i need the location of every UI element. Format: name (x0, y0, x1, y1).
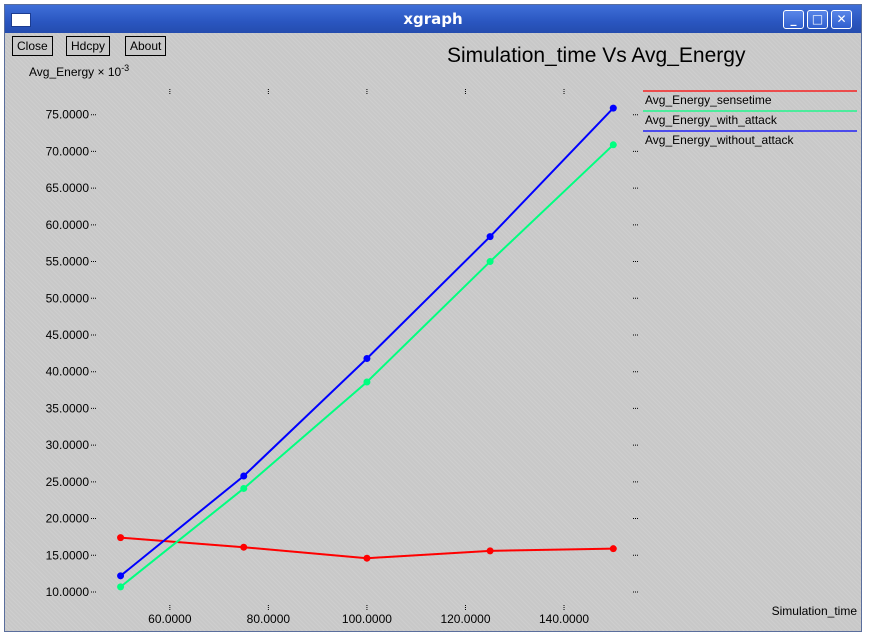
chart-canvas: 10.0000 15.0000 20.0000 25.0000 30.0000 35.00… (46, 89, 858, 626)
y-tick-label: 25.0000 (46, 475, 90, 489)
y-tick-label: 50.0000 (46, 291, 90, 305)
legend-label-1: Avg_Energy_with_attack (645, 113, 778, 127)
y-tick-label: 35.0000 (46, 401, 90, 415)
y-tick-label: 55.0000 (46, 255, 90, 269)
minimize-button[interactable]: _ (783, 10, 804, 29)
x-tick-label: 80.0000 (247, 612, 291, 626)
data-point (117, 534, 125, 542)
series-line-1 (119, 144, 614, 588)
data-point (363, 378, 371, 386)
y-tick-label: 15.0000 (46, 548, 90, 562)
title-bar[interactable]: xgraph _ □ ✕ (5, 5, 861, 33)
maximize-button[interactable]: □ (807, 10, 828, 29)
data-point (240, 543, 248, 551)
y-axis-label-text: Avg_Energy × 10 (29, 65, 122, 79)
series-line-2 (119, 107, 615, 577)
y-tick-label: 60.0000 (46, 218, 90, 232)
legend-label-0: Avg_Energy_sensetime (645, 93, 772, 107)
data-point (486, 547, 494, 555)
data-point (363, 354, 371, 362)
x-tick-label: 140.0000 (539, 612, 589, 626)
data-point (240, 484, 248, 492)
data-point (363, 554, 371, 562)
data-point (609, 104, 617, 112)
window-title: xgraph (403, 10, 463, 28)
y-tick-label: 10.0000 (46, 585, 90, 599)
y-tick-label: 40.0000 (46, 365, 90, 379)
close-window-button[interactable]: ✕ (831, 10, 852, 29)
y-axis-label-exponent: -3 (121, 63, 130, 73)
y-tick-label: 65.0000 (46, 181, 90, 195)
data-point (609, 545, 617, 553)
y-tick-label: 70.0000 (46, 144, 90, 158)
data-point (117, 572, 125, 580)
data-point (486, 258, 494, 266)
x-tick-label: 120.0000 (440, 612, 490, 626)
data-point (486, 233, 494, 241)
close-button[interactable]: Close (12, 36, 53, 56)
legend-label-2: Avg_Energy_without_attack (645, 133, 795, 147)
about-button[interactable]: About (125, 36, 167, 56)
y-tick-label: 30.0000 (46, 438, 90, 452)
data-point (240, 472, 248, 480)
xgraph-window: xgraph _ □ ✕ Close Hdcpy About Simulatio… (4, 4, 862, 632)
plot-area: Close Hdcpy About Simulation_time Vs Avg… (5, 33, 861, 631)
y-tick-label: 45.0000 (46, 328, 90, 342)
hdcpy-button[interactable]: Hdcpy (66, 36, 111, 56)
y-tick-label: 75.0000 (46, 108, 90, 122)
y-tick-label: 20.0000 (46, 512, 90, 526)
x-axis-label: Simulation_time (772, 604, 858, 618)
y-axis-label: Avg_Energy × 10-3 (29, 63, 129, 79)
window-menu-icon[interactable] (11, 13, 31, 27)
chart-title: Simulation_time Vs Avg_Energy (447, 44, 746, 67)
x-tick-label: 100.0000 (342, 612, 392, 626)
data-point (117, 583, 125, 591)
x-tick-label: 60.0000 (148, 612, 192, 626)
data-point (609, 141, 617, 149)
